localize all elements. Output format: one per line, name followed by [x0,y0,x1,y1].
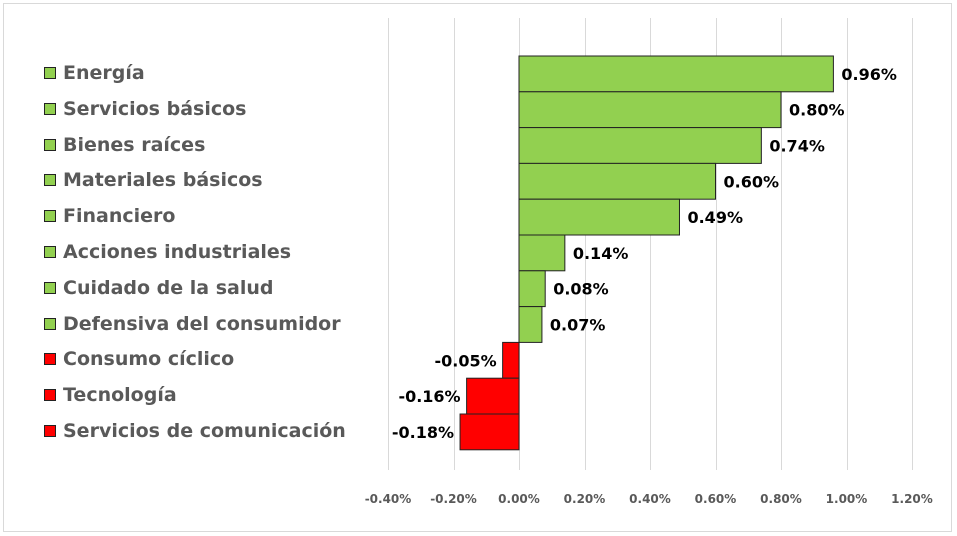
bars [459,55,834,451]
x-tick-label: -0.20% [430,492,477,506]
legend-swatch [44,67,56,79]
bar [518,91,782,129]
legend-label: Energía [63,62,145,84]
x-axis-tick-labels: -0.40% -0.20% 0.00% 0.20% 0.40% 0.60% 0.80% 1.0… [365,492,933,506]
x-tick-label: 0.40% [629,492,671,506]
data-label: 0.07% [550,316,606,335]
bar [518,55,834,93]
legend-swatch [44,102,56,115]
legend-swatch [44,246,56,258]
legend-label: Tecnología [63,384,177,407]
legend-label: Bienes raíces [63,133,206,156]
legend-item: Financiero [44,201,175,231]
legend-item: Acciones industriales [44,237,291,267]
x-tick-label: 0.80% [760,492,802,506]
legend-item: Consumo cíclico [44,344,234,374]
data-label: 0.74% [769,137,825,156]
bar [518,127,762,164]
legend-swatch [44,389,56,402]
legend-label: Servicios básicos [63,97,247,120]
legend-item: Servicios básicos [44,94,246,124]
bar [466,377,520,415]
data-label: 0.80% [789,101,845,120]
legend-label: Servicios de comunicación [63,420,346,442]
x-tick-label: -0.40% [365,492,412,506]
legend-swatch [44,317,56,330]
legend-item: Tecnología [44,380,177,410]
x-tick-label: 1.00% [826,492,868,506]
x-tick-label: 0.00% [498,492,540,506]
gridlines [388,18,913,470]
bar [518,162,716,200]
legend-swatch [44,138,56,151]
legend-label: Financiero [63,205,176,228]
legend-swatch [44,425,56,437]
legend-item: Materiales básicos [44,165,263,195]
legend-label: Acciones industriales [63,241,292,263]
bar [518,306,543,343]
data-label: -0.18% [392,423,454,442]
data-label: 0.49% [687,208,743,227]
legend-swatch [44,174,56,187]
legend-label: Defensiva del consumidor [63,312,341,335]
legend-item: Bienes raíces [44,130,205,160]
bar [502,341,520,379]
legend-swatch [44,353,56,366]
legend-item: Energía [44,58,145,88]
data-label: 0.96% [841,65,897,84]
legend-item: Servicios de comunicación [44,416,346,446]
legend-label: Materiales básicos [63,169,263,192]
data-label: -0.05% [434,351,496,370]
data-label: 0.14% [573,244,629,263]
data-label: 0.60% [724,172,780,191]
data-label: 0.08% [553,280,609,299]
legend-label: Cuidado de la salud [63,276,274,299]
x-tick-label: 1.20% [891,492,933,506]
legend-swatch [44,281,56,294]
bar [459,413,520,451]
x-tick-label: 0.60% [695,492,737,506]
legend-item: Cuidado de la salud [44,273,274,303]
data-labels: 0.96% 0.80% 0.74% 0.60% 0.49% 0.14% 0.08% 0.07%… [392,65,897,442]
data-label: -0.16% [398,387,460,406]
bar [518,234,566,272]
legend-item: Defensiva del consumidor [44,309,341,339]
legend-label: Consumo cíclico [63,348,235,371]
legend-swatch [44,210,56,223]
bar [518,198,680,236]
x-tick-label: 0.20% [564,492,606,506]
bar [518,270,546,308]
